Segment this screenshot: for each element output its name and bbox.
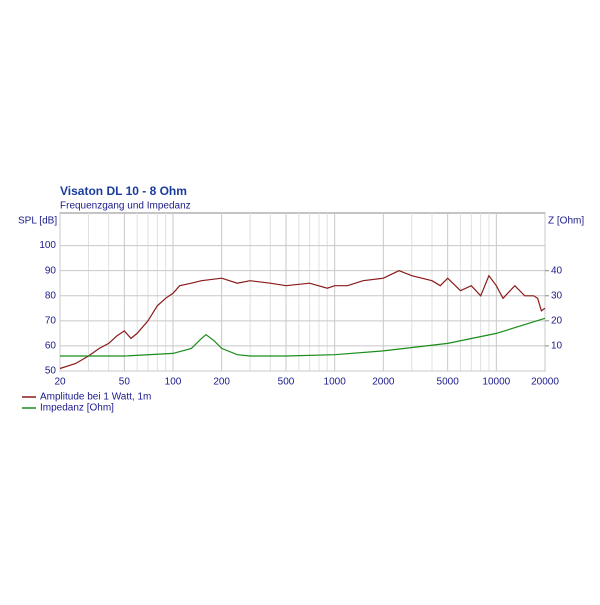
y-axis-label: SPL [dB] xyxy=(18,216,57,227)
x-tick-label: 5000 xyxy=(437,377,460,388)
line-series xyxy=(60,317,546,357)
y-tick-label: 60 xyxy=(45,341,57,352)
x-tick-label: 200 xyxy=(213,377,230,388)
y-tick-label: 100 xyxy=(39,240,56,251)
x-tick-label: 10000 xyxy=(482,377,510,388)
y2-axis-label: Z [Ohm] xyxy=(548,216,584,227)
x-tick-label: 20 xyxy=(54,377,66,388)
x-tick-label: 2000 xyxy=(372,377,395,388)
x-tick-label: 100 xyxy=(165,377,182,388)
y2-tick-label: 30 xyxy=(551,290,563,301)
y-tick-label: 70 xyxy=(45,315,57,326)
y2-tick-label: 20 xyxy=(551,315,563,326)
y-tick-label: 50 xyxy=(45,366,57,377)
x-tick-label: 50 xyxy=(119,377,131,388)
y2-tick-label: 10 xyxy=(551,341,563,352)
legend-label: Impedanz [Ohm] xyxy=(40,403,114,414)
chart-subtitle: Frequenzgang und Impedanz xyxy=(60,201,191,212)
plot-area xyxy=(59,212,546,372)
y-tick-label: 90 xyxy=(45,265,57,276)
chart-title: Visaton DL 10 - 8 Ohm xyxy=(60,184,187,198)
legend-label: Amplitude bei 1 Watt, 1m xyxy=(40,392,151,403)
x-tick-label: 500 xyxy=(278,377,295,388)
line-series xyxy=(59,270,546,370)
x-tick-label: 20000 xyxy=(531,377,559,388)
x-tick-label: 1000 xyxy=(324,377,347,388)
y2-tick-label: 40 xyxy=(551,265,563,276)
y-tick-label: 80 xyxy=(45,290,57,301)
